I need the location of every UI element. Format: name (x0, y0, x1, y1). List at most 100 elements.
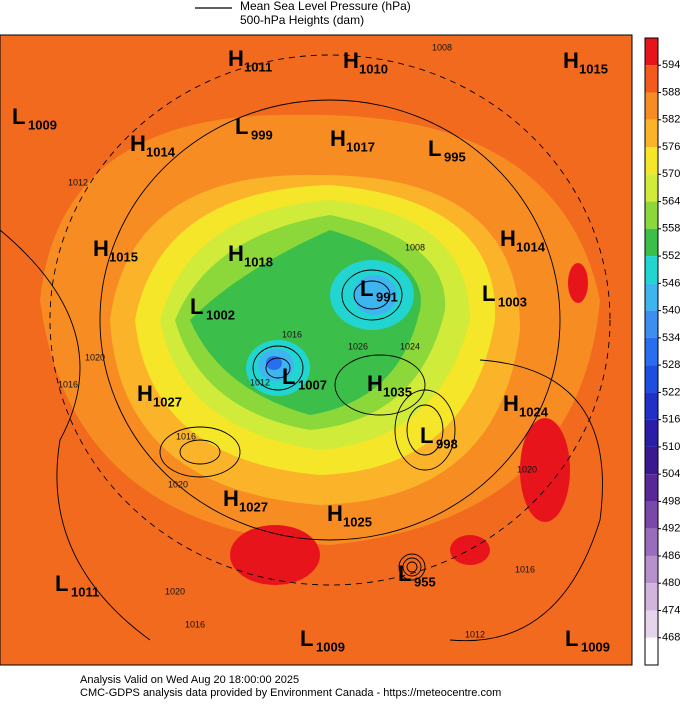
colorbar-label: 546 (662, 277, 680, 289)
colorbar-swatch (645, 419, 658, 447)
contour-label: 1016 (185, 619, 205, 629)
contour-label: 1008 (432, 42, 452, 52)
center-letter: L (482, 281, 495, 306)
center-letter: L (300, 626, 313, 651)
colorbar-label: 594 (662, 59, 680, 71)
colorbar-label: 504 (662, 468, 680, 480)
footer-valid: Analysis Valid on Wed Aug 20 18:00:00 20… (80, 674, 299, 686)
field (266, 356, 282, 370)
footer-credit: CMC-GDPS analysis data provided by Envir… (80, 687, 501, 699)
center-value: 998 (436, 436, 458, 451)
colorbar-swatch (645, 174, 658, 202)
center-letter: L (282, 364, 295, 389)
contour-label: 1020 (517, 464, 537, 474)
center-letter: H (223, 486, 239, 511)
center-letter: H (330, 126, 346, 151)
colorbar-swatch (645, 256, 658, 284)
colorbar-label: 486 (662, 550, 680, 562)
center-letter: H (137, 381, 153, 406)
colorbar-label: 516 (662, 414, 680, 426)
center-value: 1011 (71, 584, 99, 599)
colorbar-swatch (645, 392, 658, 420)
colorbar-frame (644, 37, 659, 666)
center-letter: H (343, 48, 359, 73)
field (0, 35, 632, 120)
colorbar-swatch (645, 528, 658, 556)
colorbar-label: 492 (662, 523, 680, 535)
center-letter: H (228, 46, 244, 71)
contour-label: 1012 (250, 377, 270, 387)
colorbar-swatch (645, 147, 658, 175)
colorbar-swatch (645, 228, 658, 257)
colorbar-label: 468 (662, 632, 680, 644)
colorbar-swatch (645, 65, 658, 93)
field (230, 525, 320, 585)
center-value: 1015 (109, 249, 138, 264)
contour-label: 1016 (176, 431, 196, 441)
contour-label: 1020 (85, 352, 105, 362)
colorbar-label: 522 (662, 386, 680, 398)
colorbar-label: 564 (662, 195, 680, 207)
center-letter: H (327, 501, 343, 526)
colorbar-swatch (645, 583, 658, 611)
center-value: 1010 (359, 61, 388, 76)
colorbar-swatch (645, 637, 658, 665)
colorbar-label: 588 (662, 86, 680, 98)
colorbar-swatch (645, 119, 658, 148)
colorbar-label: 570 (662, 168, 680, 180)
colorbar-label: 510 (662, 441, 680, 453)
colorbar-swatch (645, 474, 658, 502)
colorbar-label: 558 (662, 223, 680, 235)
center-letter: L (12, 104, 25, 129)
colorbar-label: 498 (662, 495, 680, 507)
colorbar-label: 582 (662, 114, 680, 126)
center-letter: L (428, 136, 441, 161)
center-value: 1002 (206, 307, 235, 322)
center-letter: H (228, 241, 244, 266)
field (450, 535, 490, 565)
legend-pressure: Mean Sea Level Pressure (hPa) (240, 0, 411, 13)
center-value: 1009 (316, 639, 345, 654)
center-letter: H (367, 371, 383, 396)
colorbar-swatch (645, 446, 658, 475)
field (568, 263, 588, 303)
center-letter: L (190, 294, 203, 319)
colorbar-label: 552 (662, 250, 680, 262)
map-frame (0, 34, 633, 666)
contour-label: 1020 (165, 586, 185, 596)
center-value: 1024 (519, 404, 549, 419)
center-letter: L (420, 423, 433, 448)
center-value: 1007 (298, 377, 327, 392)
center-value: 1014 (146, 144, 176, 159)
center-letter: H (93, 236, 109, 261)
field (520, 418, 570, 522)
center-letter: H (130, 131, 146, 156)
contour-label: 1008 (405, 242, 425, 252)
center-letter: L (55, 571, 68, 596)
colorbar-swatch (645, 365, 658, 393)
colorbar-swatch (645, 610, 658, 638)
colorbar-swatch (645, 201, 658, 229)
colorbar-swatch (645, 555, 658, 584)
colorbar-swatch (645, 501, 658, 529)
colorbar-swatch (645, 310, 658, 338)
center-value: 1017 (346, 139, 375, 154)
isobars (0, 54, 611, 642)
center-value: 955 (414, 574, 436, 589)
map (0, 35, 632, 665)
center-letter: H (503, 391, 519, 416)
center-value: 1011 (244, 59, 272, 74)
contour-label: 1020 (168, 479, 188, 489)
contour-label: 1016 (58, 379, 78, 389)
center-value: 1009 (28, 117, 57, 132)
center-letter: L (360, 276, 373, 301)
center-value: 1018 (244, 254, 273, 269)
center-value: 1015 (579, 61, 608, 76)
center-letter: L (565, 626, 578, 651)
center-letter: H (563, 48, 579, 73)
contour-label: 1016 (515, 564, 535, 574)
center-value: 995 (444, 149, 466, 164)
colorbar-label: 480 (662, 577, 680, 589)
contour-label: 1016 (282, 329, 302, 339)
